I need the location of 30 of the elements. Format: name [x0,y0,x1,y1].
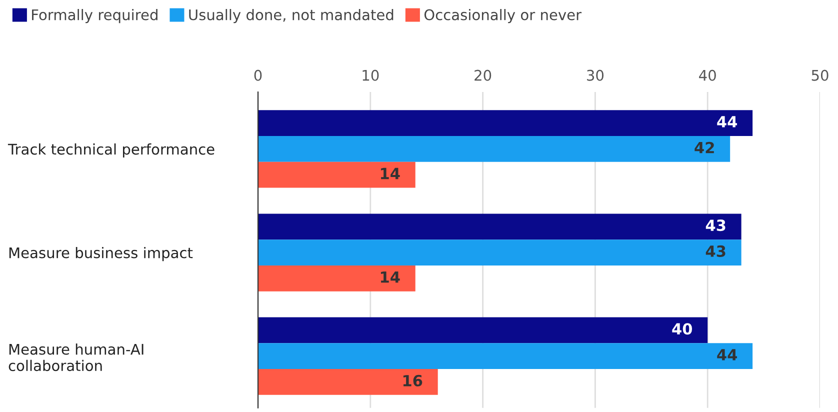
y-tick-label: Measure human-AI collaboration [8,344,144,372]
data-label: 42 [694,142,714,154]
bar [258,214,742,240]
bar [258,136,730,162]
x-tick-label: 10 [362,70,379,81]
x-tick-label: 40 [699,70,716,81]
legend-label: Formally required [32,9,158,24]
bar [258,317,708,344]
bar [258,110,753,136]
data-label: 16 [403,374,422,386]
data-label: 43 [706,245,726,257]
legend-label: Occasionally or never [424,9,582,24]
data-label: 44 [717,116,738,128]
y-tick-label: Measure business impact [9,246,193,262]
bar [258,369,438,395]
bar [258,162,416,188]
legend-label: Usually done, not mandated [189,9,394,24]
bar [258,240,742,266]
x-tick-label: 30 [587,70,604,81]
data-label: 40 [672,323,692,335]
bar [258,265,416,292]
x-tick-label: 0 [254,70,262,81]
x-tick-label: 50 [812,70,828,81]
data-label: 14 [380,168,400,180]
y-tick-label: Track technical performance [8,143,214,158]
bar [258,343,753,370]
data-label: 44 [717,349,738,360]
data-label: 14 [380,272,400,283]
data-label: 43 [706,220,726,232]
x-tick-label: 20 [474,70,492,81]
